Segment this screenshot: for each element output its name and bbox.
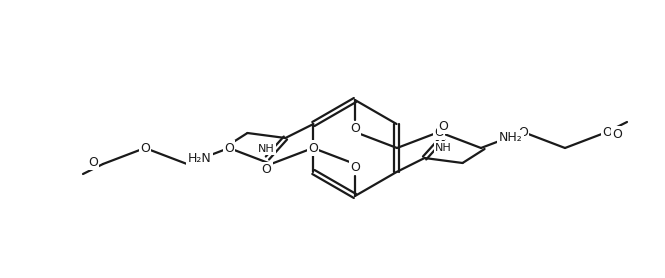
- Text: NH: NH: [435, 143, 452, 153]
- Text: NH₂: NH₂: [499, 131, 522, 144]
- Text: NH: NH: [258, 143, 275, 153]
- Text: O: O: [439, 120, 448, 133]
- Text: O: O: [261, 163, 271, 176]
- Text: O: O: [602, 125, 612, 138]
- Text: O: O: [308, 142, 318, 155]
- Text: O: O: [140, 142, 150, 155]
- Text: H₂N: H₂N: [188, 152, 211, 165]
- Text: O: O: [612, 128, 622, 140]
- Text: O: O: [88, 155, 98, 168]
- Text: O: O: [434, 125, 444, 138]
- Text: O: O: [518, 125, 528, 138]
- Text: O: O: [350, 161, 360, 174]
- Text: O: O: [224, 142, 234, 155]
- Text: O: O: [350, 122, 360, 135]
